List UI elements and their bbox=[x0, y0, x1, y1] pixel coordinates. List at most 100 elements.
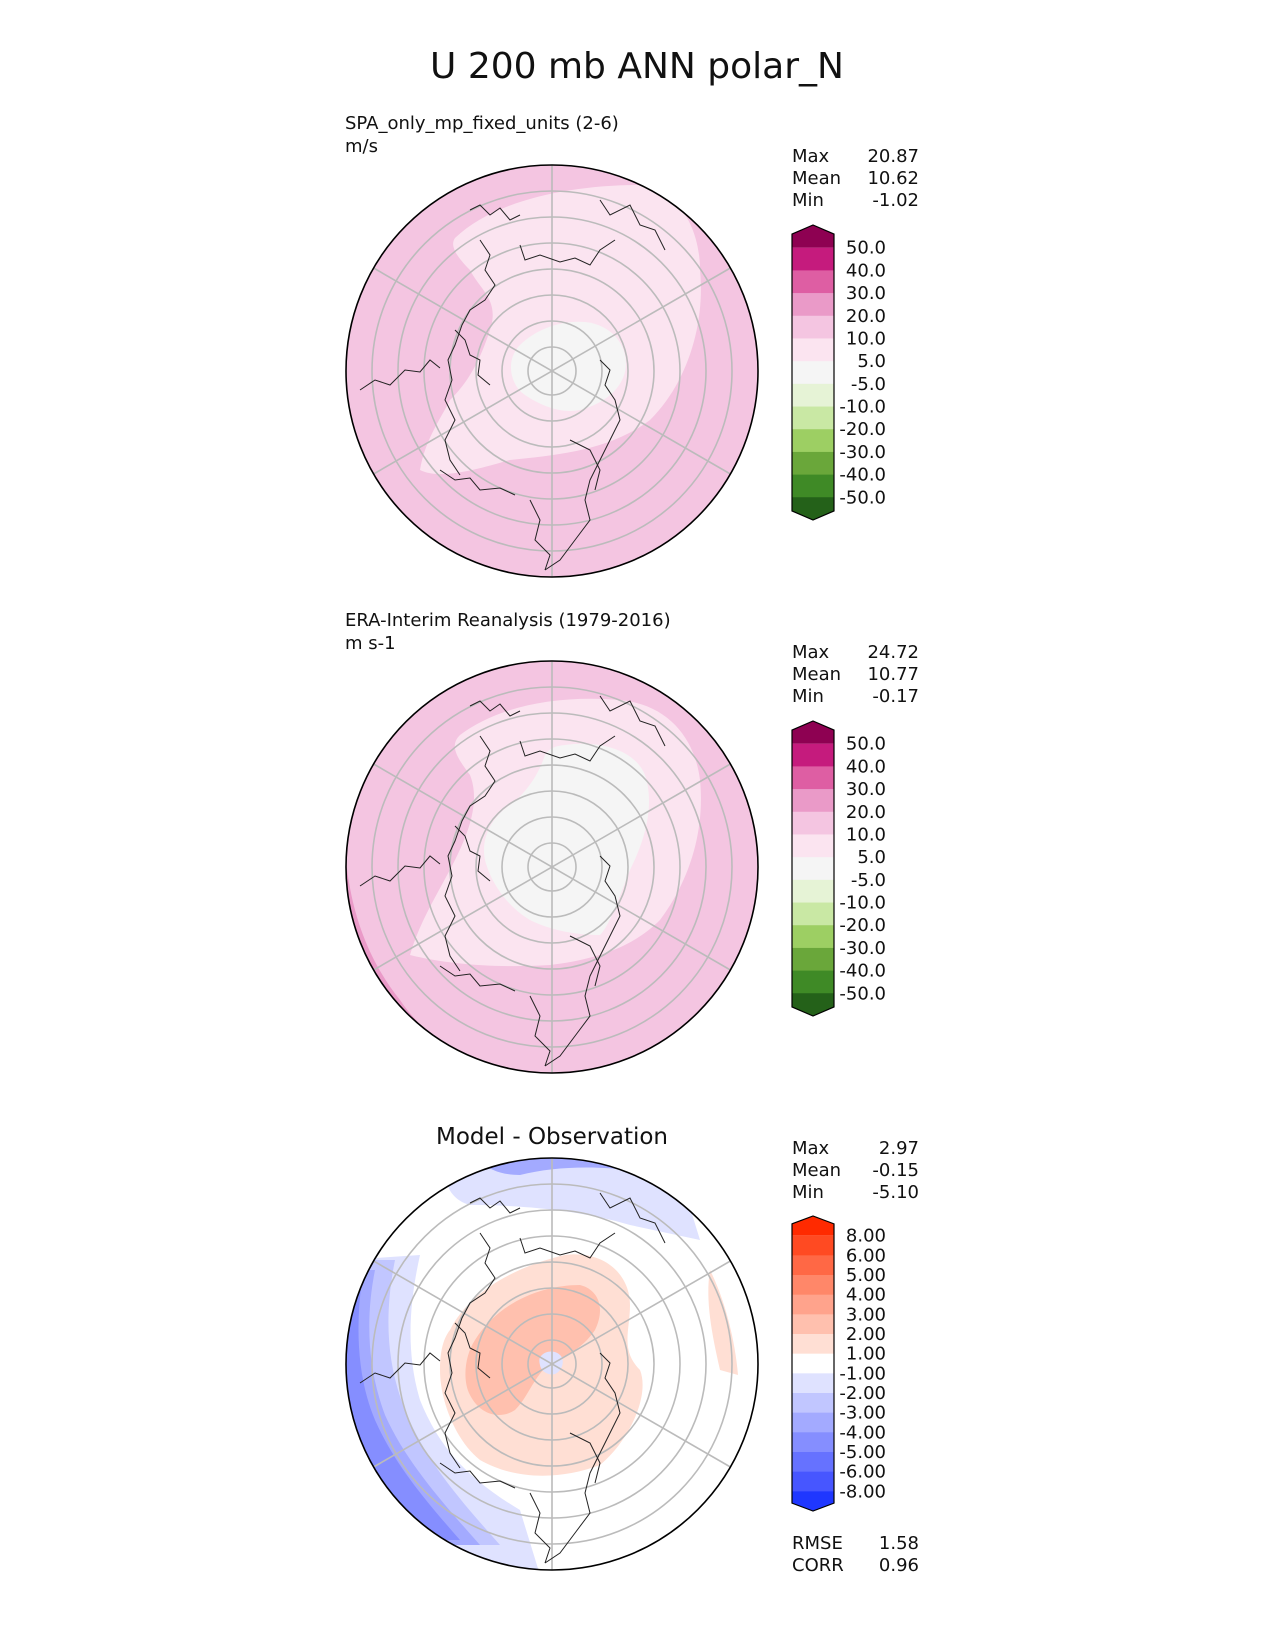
map-difference-border bbox=[345, 1157, 759, 1571]
colorbar-tick-label: -20.0 bbox=[839, 915, 886, 936]
colorbar-tick-label: 6.00 bbox=[846, 1245, 886, 1266]
metric-label: RMSE bbox=[792, 1533, 843, 1554]
colorbar-difference: 8.006.005.004.003.002.001.00-1.00-2.00-3… bbox=[791, 1215, 886, 1512]
panel-test-units: m/s bbox=[345, 136, 378, 157]
colorbar-tick-label: 1.00 bbox=[846, 1344, 886, 1365]
stat-value: -5.10 bbox=[872, 1182, 919, 1203]
colorbar-tick-label: -40.0 bbox=[839, 465, 886, 486]
colorbar-segment bbox=[792, 947, 834, 972]
colorbar-segment bbox=[792, 1471, 834, 1492]
coastlines bbox=[359, 1192, 666, 1564]
stat-value: 10.77 bbox=[867, 664, 919, 685]
panel-reference-subtitle: ERA-Interim Reanalysis (1979-2016) bbox=[345, 610, 671, 631]
colorbar-tick-label: -8.00 bbox=[839, 1481, 886, 1502]
panel-difference-title: Model - Observation bbox=[436, 1124, 668, 1150]
colorbar-segment bbox=[792, 361, 834, 385]
colorbar-segment bbox=[792, 497, 834, 520]
colorbar-segment bbox=[792, 383, 834, 407]
colorbar-segment bbox=[792, 474, 834, 498]
panel-test: SPA_only_mp_fixed_units (2-6) m/s bbox=[345, 113, 919, 578]
colorbar-segment bbox=[792, 1235, 834, 1256]
field-zone-neg2-to-neg3-top bbox=[470, 1158, 660, 1175]
colorbar-segment bbox=[792, 1353, 834, 1374]
stat-value: 20.87 bbox=[867, 146, 919, 167]
colorbar-tick-label: 5.0 bbox=[857, 847, 886, 868]
colorbar-tick-label: -1.00 bbox=[839, 1363, 886, 1384]
map-test bbox=[346, 165, 758, 577]
stat-label: Max bbox=[792, 642, 830, 663]
colorbar-segment bbox=[792, 766, 834, 790]
colorbar-tick-label: 3.00 bbox=[846, 1304, 886, 1325]
map-reference bbox=[346, 661, 758, 1073]
colorbar-tick-label: -5.0 bbox=[851, 870, 886, 891]
map-difference bbox=[346, 1158, 758, 1570]
stat-value: 2.97 bbox=[879, 1138, 919, 1159]
stat-value: -0.17 bbox=[872, 686, 919, 707]
colorbar-segment bbox=[792, 406, 834, 430]
colorbar-segment bbox=[792, 743, 834, 767]
stat-value: 10.62 bbox=[867, 168, 919, 189]
field-zone-neg5-to-5 bbox=[484, 743, 650, 935]
metrics-difference: RMSE 1.58 CORR 0.96 bbox=[792, 1533, 919, 1576]
colorbar-segment bbox=[792, 315, 834, 339]
colorbar-tick-label: -6.00 bbox=[839, 1462, 886, 1483]
colorbar-tick-label: 2.00 bbox=[846, 1324, 886, 1345]
stat-label: Min bbox=[792, 190, 824, 211]
colorbar-segment bbox=[792, 338, 834, 362]
colorbar-segment bbox=[792, 1255, 834, 1276]
stat-value: 24.72 bbox=[867, 642, 919, 663]
colorbar-tick-label: 50.0 bbox=[846, 238, 886, 259]
stat-label: Mean bbox=[792, 168, 841, 189]
colorbar-segment bbox=[792, 1432, 834, 1453]
colorbar-tick-label: -5.00 bbox=[839, 1442, 886, 1463]
stat-value: -0.15 bbox=[872, 1160, 919, 1181]
metric-value: 0.96 bbox=[879, 1555, 919, 1576]
colorbar-tick-label: 4.00 bbox=[846, 1285, 886, 1306]
colorbar-segment bbox=[792, 1314, 834, 1335]
stats-reference: Max 24.72 Mean 10.77 Min -0.17 bbox=[792, 642, 919, 707]
map-reference-border bbox=[345, 660, 759, 1074]
coastlines bbox=[359, 199, 666, 571]
colorbar-tick-label: -40.0 bbox=[839, 961, 886, 982]
coastlines bbox=[359, 695, 666, 1067]
colorbar-segment bbox=[792, 1216, 834, 1236]
colorbar-tick-label: -30.0 bbox=[839, 442, 886, 463]
metric-label: CORR bbox=[792, 1555, 844, 1576]
colorbar-tick-label: 20.0 bbox=[846, 306, 886, 327]
colorbar-tick-label: 30.0 bbox=[846, 779, 886, 800]
panel-difference: Model - Observation bbox=[345, 1124, 919, 1576]
graticule bbox=[371, 165, 733, 577]
colorbar-segment bbox=[792, 247, 834, 271]
colorbar-segment bbox=[792, 879, 834, 903]
panel-reference-units: m s-1 bbox=[345, 633, 396, 654]
stat-label: Mean bbox=[792, 1160, 841, 1181]
stat-label: Max bbox=[792, 146, 830, 167]
colorbar-tick-label: -30.0 bbox=[839, 938, 886, 959]
colorbar-tick-label: -50.0 bbox=[839, 487, 886, 508]
colorbar-test: 50.040.030.020.010.05.0-5.0-10.0-20.0-30… bbox=[791, 224, 886, 521]
colorbar-segment bbox=[792, 1412, 834, 1433]
colorbar-segment bbox=[792, 1294, 834, 1315]
colorbar-tick-label: 5.00 bbox=[846, 1265, 886, 1286]
colorbar-tick-label: -2.00 bbox=[839, 1383, 886, 1404]
colorbar-segment bbox=[792, 993, 834, 1016]
stats-test: Max 20.87 Mean 10.62 Min -1.02 bbox=[792, 146, 919, 211]
graticule bbox=[371, 1158, 733, 1570]
colorbar-segment bbox=[792, 429, 834, 453]
stat-label: Min bbox=[792, 1182, 824, 1203]
colorbar-segment bbox=[792, 1452, 834, 1473]
colorbar-tick-label: 40.0 bbox=[846, 756, 886, 777]
colorbar-reference: 50.040.030.020.010.05.0-5.0-10.0-20.0-30… bbox=[791, 720, 886, 1017]
colorbar-tick-label: 5.0 bbox=[857, 351, 886, 372]
colorbar-tick-label: -50.0 bbox=[839, 983, 886, 1004]
colorbar-segment bbox=[792, 857, 834, 881]
colorbar-segment bbox=[792, 925, 834, 949]
metric-value: 1.58 bbox=[879, 1533, 919, 1554]
colorbar-segment bbox=[792, 1393, 834, 1414]
colorbar-segment bbox=[792, 1275, 834, 1296]
colorbar-tick-label: 10.0 bbox=[846, 328, 886, 349]
panel-test-subtitle: SPA_only_mp_fixed_units (2-6) bbox=[345, 113, 619, 134]
colorbar-segment bbox=[792, 811, 834, 835]
colorbar-tick-label: 30.0 bbox=[846, 283, 886, 304]
